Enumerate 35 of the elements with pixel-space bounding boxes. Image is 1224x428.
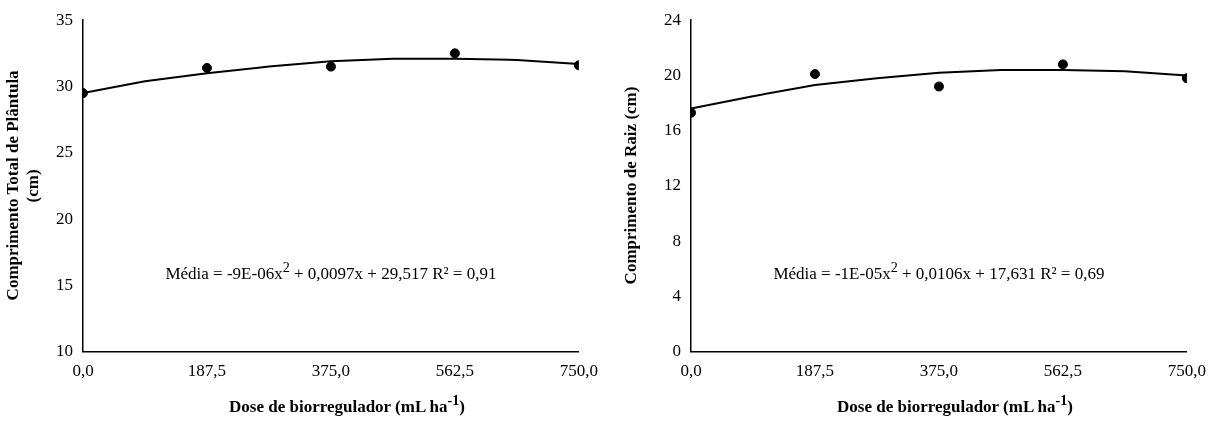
- point: [1057, 59, 1068, 70]
- x-axis-title: Dose de biorregulador (mL ha$^{-1}$): [228, 392, 466, 417]
- x-tick-label: 750,0: [1167, 361, 1206, 381]
- y-tick-label: 20: [56, 208, 73, 228]
- x-tick-label: 0,0: [680, 361, 702, 381]
- point: [449, 48, 460, 59]
- point: [933, 81, 944, 92]
- x-tick-label: 562,5: [435, 361, 475, 381]
- y-tick-label: 30: [56, 75, 73, 95]
- y-tick-label: 20: [664, 64, 681, 84]
- x-axis-title: Dose de biorregulador (mL ha$^{-1}$): [836, 392, 1074, 417]
- y-tick-label: 0: [672, 341, 681, 361]
- y-tick-label: 10: [56, 341, 73, 361]
- y-tick-label: 15: [56, 274, 73, 294]
- x-tick-label: 187,5: [187, 361, 227, 381]
- y-axis-title: Comprimento Total de Plântula (cm): [3, 69, 43, 303]
- annotation: Média = -1E-05x$^{2}$ + 0,0106x + 17,631 R² = 0,69: [772, 258, 1106, 284]
- x-tick-label: 187,5: [795, 361, 835, 381]
- annotation: Média = -9E-06x$^{2}$ + 0,0097x + 29,517 R² = 0,91: [164, 258, 498, 284]
- y-tick-label: 24: [664, 9, 682, 29]
- x-tick-label: 0,0: [72, 361, 94, 381]
- x-tick-label: 750,0: [559, 361, 598, 381]
- y-tick-label: 16: [664, 120, 681, 140]
- point: [201, 62, 212, 73]
- x-tick-label: 562,5: [1043, 361, 1083, 381]
- y-tick-label: 8: [672, 230, 681, 250]
- point: [325, 61, 336, 72]
- y-tick-label: 35: [56, 9, 73, 29]
- y-tick-label: 4: [672, 285, 682, 305]
- x-tick-label: 375,0: [311, 361, 351, 381]
- y-tick-label: 12: [664, 175, 681, 195]
- y-axis-title: Comprimento de Raiz (cm): [621, 86, 641, 287]
- y-tick-label: 25: [56, 142, 73, 162]
- point: [809, 69, 820, 80]
- x-tick-label: 375,0: [919, 361, 959, 381]
